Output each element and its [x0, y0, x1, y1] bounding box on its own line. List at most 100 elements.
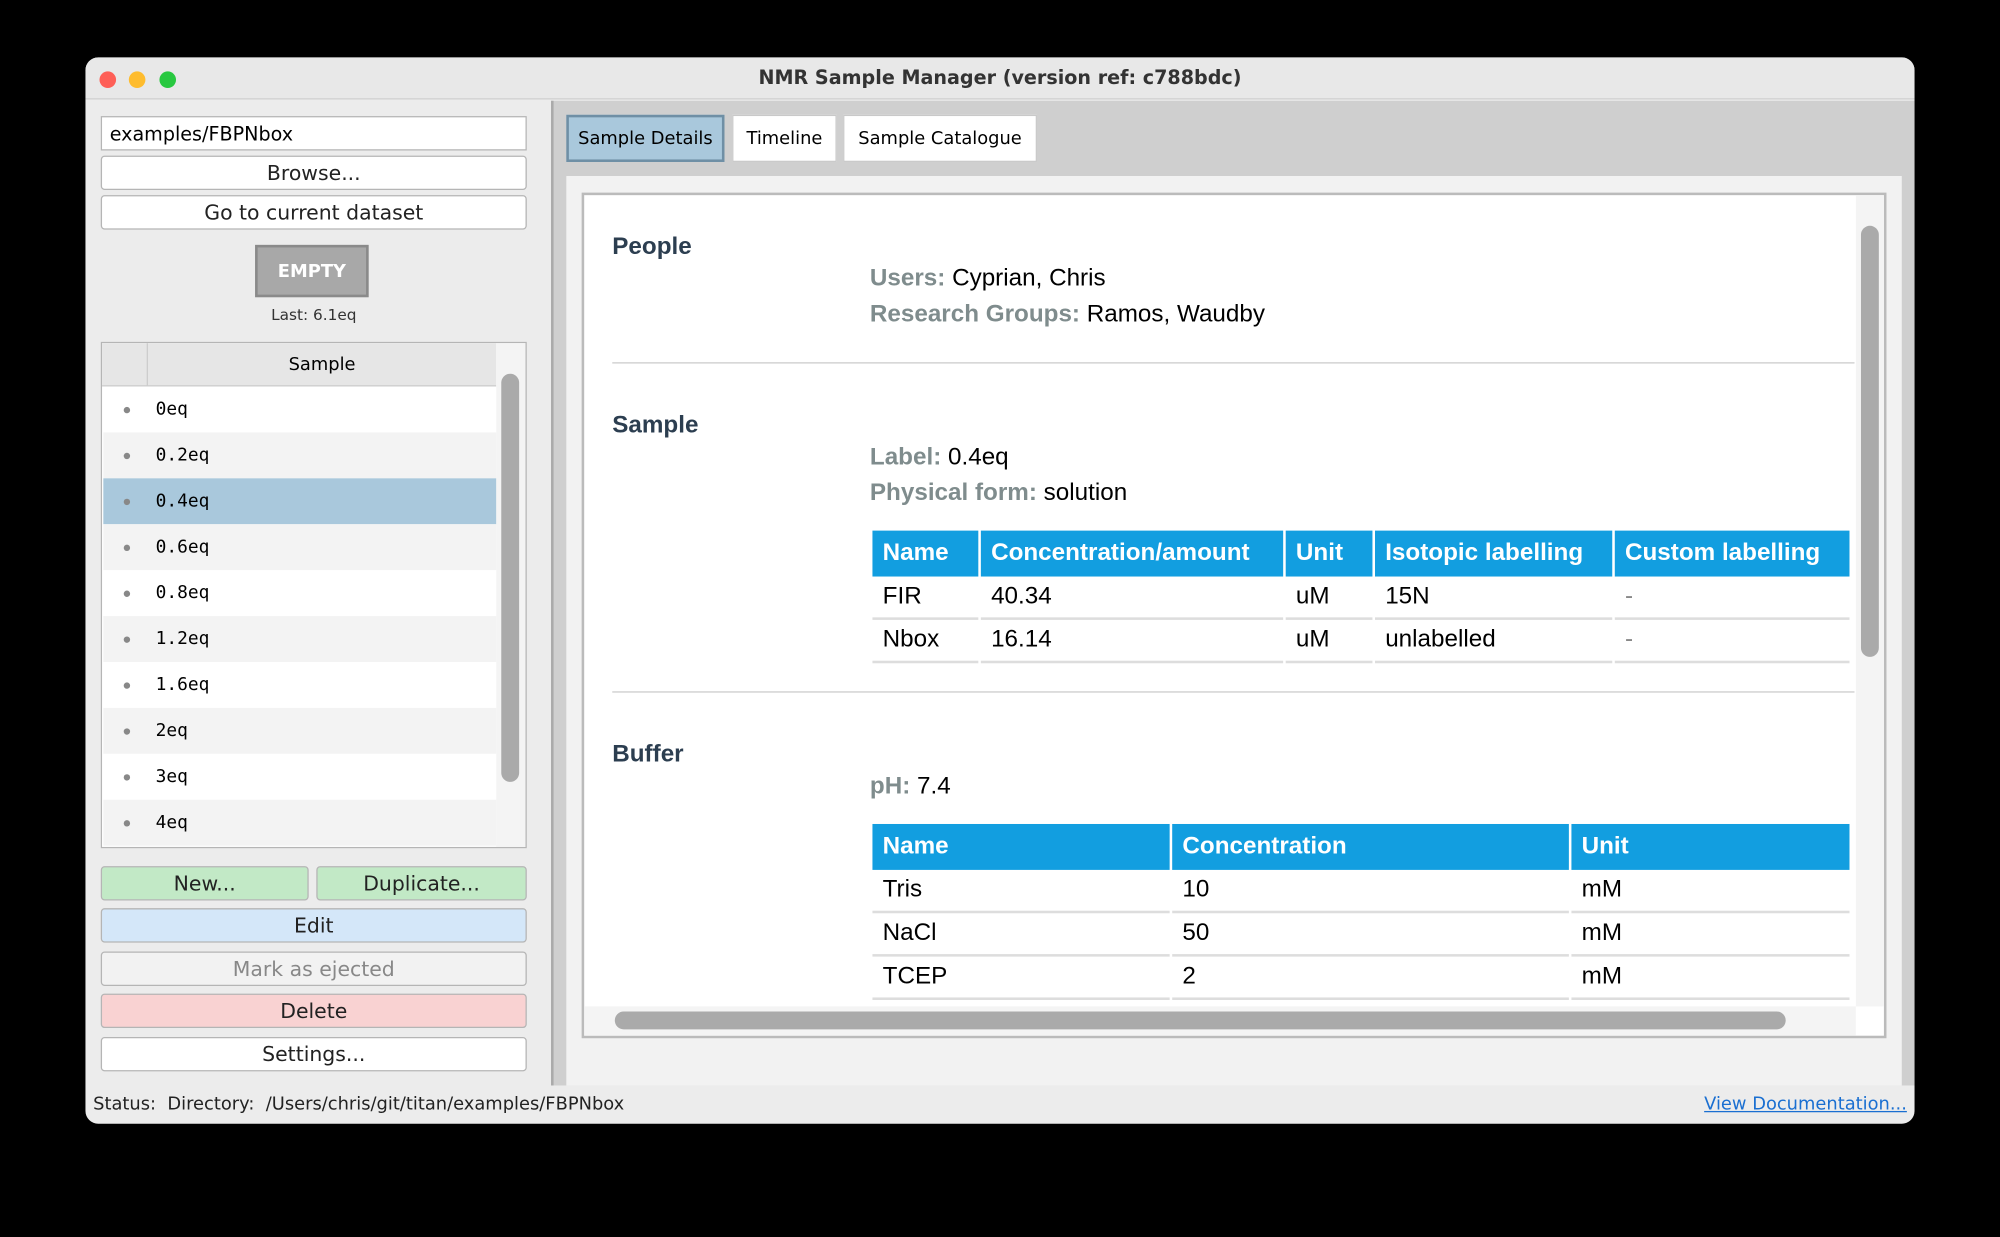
- sample-name: 0.2eq: [155, 445, 210, 466]
- cell: 10: [1172, 870, 1569, 914]
- sample-row[interactable]: 3eq: [103, 753, 497, 800]
- cell: 2: [1172, 957, 1569, 1000]
- table-row: Tris 10 mM: [872, 870, 1850, 914]
- v-scroll-thumb[interactable]: [1860, 225, 1879, 657]
- sample-name: 1.2eq: [155, 628, 210, 650]
- bullet: [123, 589, 131, 597]
- divider: [612, 362, 1855, 364]
- minimize-button[interactable]: [128, 71, 146, 89]
- title-bar: NMR Sample Manager (version ref: c788bdc…: [85, 57, 1915, 100]
- v-scrollbar[interactable]: [1855, 195, 1884, 1007]
- cell: unlabelled: [1374, 620, 1613, 664]
- field-label: Research Groups:: [869, 301, 1081, 328]
- bullet: [123, 452, 131, 459]
- sample-row[interactable]: 4eq: [103, 799, 497, 846]
- data-table: Name Concentration Unit Tris 10 mM NaCl 50 mM TCE…: [870, 823, 1852, 1000]
- sample-row[interactable]: 2eq: [103, 707, 497, 754]
- eject-button[interactable]: Mark as ejected: [100, 951, 527, 986]
- header-row: Name Concentration/amount Unit Isotopic lab…: [872, 530, 1850, 577]
- documentation-link[interactable]: View Documentation...: [1704, 1094, 1907, 1115]
- section-heading: People: [612, 233, 692, 261]
- new-button[interactable]: New...: [100, 866, 309, 901]
- last-label: Last: 6.1eq: [271, 306, 357, 324]
- cell: TCEP: [872, 957, 1170, 1000]
- sample-name: 2eq: [155, 720, 188, 742]
- field-value: Cyprian, Chris: [952, 265, 1106, 293]
- tab-panel: Sample Details Timeline Sample Catalogue…: [551, 100, 1915, 1086]
- status-text: Directory: /Users/chris/git/titan/exampl…: [167, 1094, 625, 1115]
- sample-row[interactable]: 0.4eq: [103, 478, 497, 525]
- field-value: solution: [1043, 479, 1128, 507]
- bullet: [123, 406, 131, 413]
- field-label: Physical form:: [869, 479, 1037, 507]
- sample-name: 1.6eq: [155, 674, 210, 696]
- window: NMR Sample Manager (version ref: c788bdc…: [85, 57, 1915, 1124]
- cell: -: [1614, 620, 1850, 664]
- tab[interactable]: Sample Details: [566, 114, 725, 162]
- status-label: Status:: [93, 1094, 157, 1115]
- cell: 15N: [1374, 577, 1613, 620]
- state-button[interactable]: EMPTY: [255, 244, 369, 298]
- column-header: Concentration/amount: [980, 530, 1284, 577]
- cell: uM: [1285, 577, 1373, 620]
- duplicate-button[interactable]: Duplicate...: [316, 866, 527, 901]
- field: pH: 7.4: [870, 773, 951, 801]
- header-divider: [146, 343, 148, 387]
- column-header: Unit: [1571, 823, 1850, 870]
- settings-button[interactable]: Settings...: [100, 1036, 527, 1072]
- h-scroll-thumb[interactable]: [614, 1011, 1786, 1030]
- header-row: Name Concentration Unit: [872, 823, 1850, 870]
- section-heading: Buffer: [612, 741, 684, 768]
- cell: 40.34: [980, 577, 1284, 620]
- sample-name: 4eq: [155, 812, 188, 833]
- sample-row[interactable]: 0.2eq: [103, 432, 497, 479]
- sample-row[interactable]: 1.6eq: [103, 661, 497, 708]
- tab[interactable]: Sample Catalogue: [843, 114, 1037, 162]
- field-value: 7.4: [917, 772, 951, 800]
- tab[interactable]: Timeline: [732, 114, 837, 162]
- cell: Nbox: [872, 620, 979, 664]
- scroll-thumb[interactable]: [501, 373, 520, 782]
- delete-button[interactable]: Delete: [100, 993, 527, 1029]
- field-label: Users:: [869, 265, 946, 293]
- bullet: [123, 773, 131, 780]
- sample-row[interactable]: 0.6eq: [103, 524, 497, 571]
- divider: [612, 691, 1855, 693]
- table-row: TCEP 2 mM: [872, 957, 1850, 1000]
- field: Physical form: solution: [870, 480, 1127, 508]
- column-header: Name: [872, 530, 979, 577]
- sample-row[interactable]: 0.8eq: [103, 570, 497, 617]
- scroll-pane: People Users: Cyprian, Chris Research Grou…: [581, 192, 1887, 1039]
- tab-content: People Users: Cyprian, Chris Research Grou…: [566, 176, 1902, 1086]
- cell: NaCl: [872, 913, 1170, 957]
- status-bar: Status: Directory: /Users/chris/git/tita…: [93, 1094, 624, 1114]
- sample-name: 0.4eq: [155, 491, 210, 512]
- field: Users: Cyprian, Chris: [870, 265, 1106, 293]
- zoom-button[interactable]: [159, 71, 177, 89]
- bullet: [123, 819, 131, 826]
- sample-name: 3eq: [155, 766, 188, 787]
- column-header: Isotopic labelling: [1374, 530, 1613, 577]
- table-row: Nbox 16.14 uM unlabelled -: [872, 620, 1850, 664]
- path-field[interactable]: examples/FBPNbox: [100, 116, 527, 151]
- go-current-button[interactable]: Go to current dataset: [100, 195, 527, 230]
- sample-row[interactable]: 0eq: [103, 386, 497, 433]
- edit-button[interactable]: Edit: [100, 908, 527, 943]
- cell: mM: [1571, 870, 1850, 914]
- column-header: Custom labelling: [1614, 530, 1850, 577]
- cell: 16.14: [980, 620, 1284, 664]
- section-heading: Sample: [612, 411, 699, 439]
- h-scrollbar[interactable]: [584, 1006, 1856, 1036]
- cell: -: [1614, 577, 1850, 620]
- table-header: Sample: [102, 343, 497, 387]
- cell: mM: [1571, 913, 1850, 957]
- details-view: People Users: Cyprian, Chris Research Grou…: [584, 195, 1855, 1004]
- sample-name: 0.6eq: [155, 536, 210, 558]
- close-button[interactable]: [99, 71, 117, 89]
- sample-row[interactable]: 1.2eq: [103, 616, 497, 662]
- bullet: [123, 635, 131, 643]
- scrollbar[interactable]: [496, 343, 526, 847]
- cell: Tris: [872, 870, 1170, 914]
- browse-button[interactable]: Browse...: [100, 155, 527, 191]
